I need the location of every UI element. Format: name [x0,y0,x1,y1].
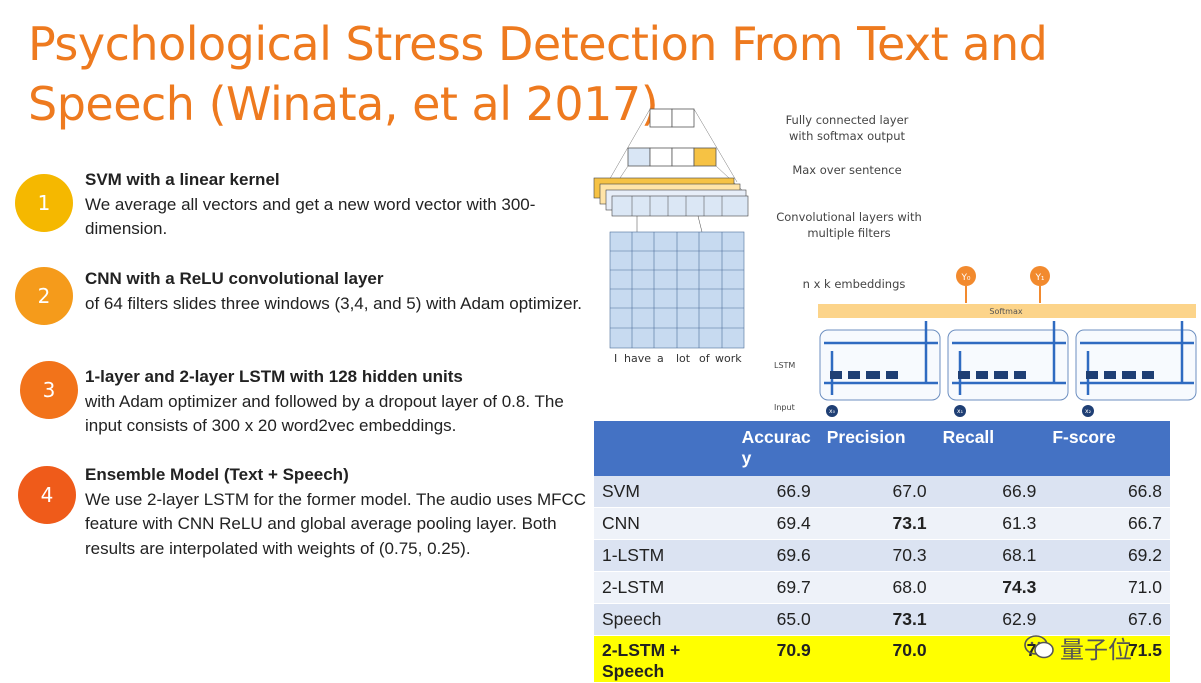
model-cell: 2-LSTM + Speech [594,635,734,683]
header-fscore: F-score [1044,421,1170,476]
model-cell: SVM [594,476,734,508]
value-cell: 69.4 [733,507,819,540]
word-a: a [657,352,664,365]
number-badge-3: 3 [20,361,78,419]
input-label-0: x₀ [829,408,836,415]
table-row: 1-LSTM 69.6 70.3 68.1 69.2 [594,539,1170,572]
value-cell: 73.1 [818,603,935,636]
item-3-heading: 1-layer and 2-layer LSTM with 128 hidden… [85,367,463,386]
value-cell: 66.9 [733,476,819,508]
cnn-architecture-diagram: I have a lot of work Fully connected lay… [593,108,922,365]
value-cell: 70.9 [733,635,819,683]
softmax-bar [818,304,1196,318]
lstm-architecture-diagram: Softmax Y₀ Y₁ x₀ x₁ x₂ LSTM Input [774,266,1197,417]
lstm-label: LSTM [774,361,795,370]
number-badge-2: 2 [15,267,73,325]
value-cell: 74.3 [934,571,1045,604]
header-accuracy: Accurac y [733,421,819,476]
input-label: Input [774,403,795,412]
value-cell: 68.0 [818,571,935,604]
number-1-label: 1 [37,191,51,215]
value-cell: 66.7 [1044,507,1170,540]
softmax-label: Softmax [989,307,1022,316]
word-i: I [614,352,617,365]
number-3-label: 3 [42,378,56,402]
value-cell: 70.3 [818,539,935,572]
value-cell: 62.9 [934,603,1045,636]
value-cell: 69.7 [733,571,819,604]
table-row: SVM 66.9 67.0 66.9 66.8 [594,476,1170,508]
model-cell: 2-LSTM [594,571,734,604]
model-cell: 1-LSTM [594,539,734,572]
item-1-heading: SVM with a linear kernel [85,170,280,189]
value-cell: 71.0 [1044,571,1170,604]
number-badge-1: 1 [15,174,73,232]
value-cell: 73.1 [818,507,935,540]
table-row: 2-LSTM 69.7 68.0 74.3 71.0 [594,571,1170,604]
item-1-body: We average all vectors and get a new wor… [85,194,536,239]
number-badge-4: 4 [18,466,76,524]
model-cell: CNN [594,507,734,540]
value-cell: 67.6 [1044,603,1170,636]
item-2-heading: CNN with a ReLU convolutional layer [85,269,384,288]
value-cell: 69.6 [733,539,819,572]
results-table: Accurac y Precision Recall F-score SVM 66… [594,421,1170,683]
output-node-0 [956,266,976,286]
value-cell: 67.0 [818,476,935,508]
value-cell: 70.0 [818,635,935,683]
number-4-label: 4 [40,483,54,507]
watermark: 量子位 [1024,630,1194,664]
value-cell: 69.2 [1044,539,1170,572]
output-label-0: Y₀ [960,273,970,283]
model-cell: Speech [594,603,734,636]
label-conv-layers: Convolutional layers with [776,210,922,224]
label-max-over-sentence: Max over sentence [792,163,901,177]
table-row: CNN 69.4 73.1 61.3 66.7 [594,507,1170,540]
output-node-1 [1030,266,1050,286]
svg-text:I have a lot o: I have a lot of work [614,352,742,365]
item-2-body: of 64 filters slides three windows (3,4,… [85,293,583,313]
item-4-body: We use 2-layer LSTM for the former model… [85,489,587,558]
label-softmax-output: with softmax output [789,129,906,143]
wechat-icon [1024,635,1054,659]
header-precision: Precision [818,421,935,476]
item-3-body: with Adam optimizer and followed by a dr… [85,391,564,436]
value-cell: 66.8 [1044,476,1170,508]
word-of: of [699,352,711,365]
label-fully-connected: Fully connected layer [786,113,909,127]
value-cell: 68.1 [934,539,1045,572]
label-multiple-filters: multiple filters [807,226,890,240]
value-cell: 65.0 [733,603,819,636]
header-model [594,421,734,476]
header-recall: Recall [934,421,1045,476]
word-work: work [715,352,742,365]
table-row: Speech 65.0 73.1 62.9 67.6 [594,603,1170,636]
value-cell: 61.3 [934,507,1045,540]
word-have: have [624,352,651,365]
slide-title: Psychological Stress Detection From Text… [28,17,1048,131]
value-cell: 66.9 [934,476,1045,508]
word-lot: lot [676,352,691,365]
input-label-2: x₂ [1085,408,1092,415]
watermark-text: 量子位 [1060,635,1132,664]
label-embeddings: n x k embeddings [803,277,906,291]
input-label-1: x₁ [957,408,964,415]
output-label-1: Y₁ [1034,273,1044,283]
table-header-row: Accurac y Precision Recall F-score [594,421,1170,476]
number-2-label: 2 [37,284,51,308]
item-4-heading: Ensemble Model (Text + Speech) [85,465,349,484]
